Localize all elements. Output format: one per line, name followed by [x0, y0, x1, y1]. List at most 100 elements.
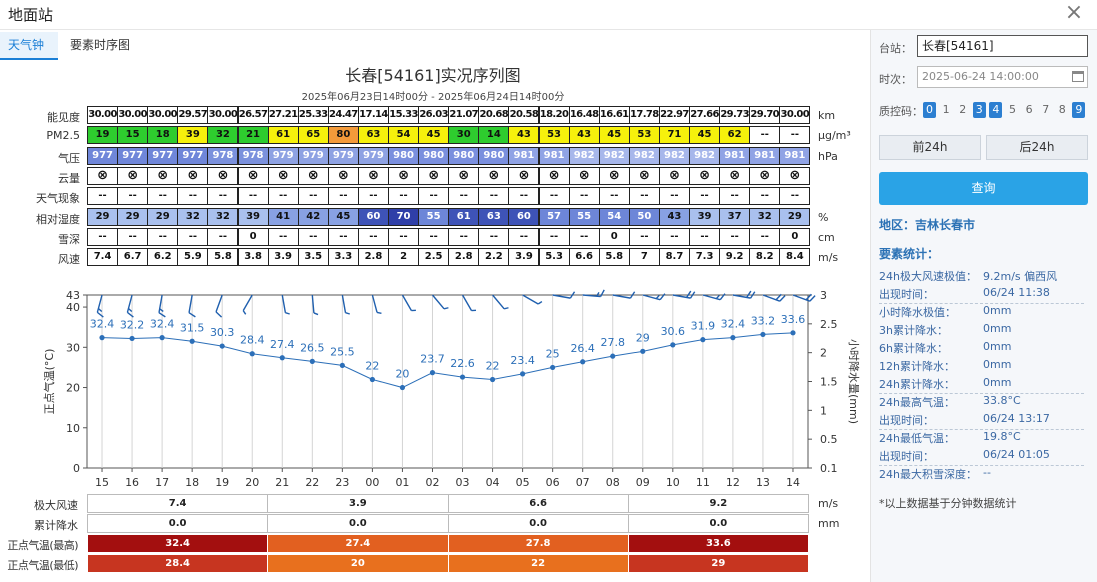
stat-value: 0mm: [983, 340, 1012, 353]
query-button[interactable]: 查询: [879, 172, 1088, 205]
temperature-point: [520, 371, 526, 377]
x-tick-label: 00: [365, 476, 379, 489]
tab-element-timeseries[interactable]: 要素时序图: [70, 38, 131, 52]
stat-separator: [879, 393, 1084, 394]
weather-cell: --: [147, 187, 179, 206]
weather-cell: --: [177, 187, 209, 206]
wind-barb: [401, 294, 416, 312]
close-icon[interactable]: ×: [1064, 0, 1084, 25]
temperature-data-label: 23.7: [420, 353, 445, 366]
snow-cell: 0: [779, 227, 811, 246]
temperature-data-label: 31.5: [180, 321, 205, 334]
stat-label: 3h累计降水：: [879, 324, 948, 337]
stat-label: 出现时间：: [879, 450, 934, 463]
stats-title: 要素统计：: [879, 247, 940, 261]
tab-weather-clock[interactable]: 天气钟: [0, 32, 58, 60]
snow-cell: --: [418, 227, 450, 246]
calendar-icon[interactable]: [1072, 71, 1084, 82]
weather-cell: --: [568, 187, 600, 206]
pressure-cell: 977: [117, 146, 149, 165]
station-input[interactable]: 长春[54161]: [917, 35, 1088, 57]
wind-cell: 7.3: [689, 248, 721, 267]
x-tick-label: 15: [95, 476, 109, 489]
wind-barb: [371, 294, 382, 314]
weather-cell: --: [418, 187, 450, 206]
y2-tick-label: 3: [820, 289, 827, 302]
cloud-cell: ⊗: [448, 166, 480, 185]
visibility-cell: 30.00: [87, 106, 119, 124]
wind-cell: 3.9: [508, 248, 540, 267]
stat-label: 24h最高气温：: [879, 396, 955, 409]
chart-subtitle: 2025年06月23日14时00分 - 2025年06月24日14时00分: [301, 92, 565, 103]
snow-cell: --: [689, 227, 721, 246]
pressure-cell: 981: [779, 146, 811, 165]
qc-code-7[interactable]: 7: [1042, 103, 1050, 116]
prev-24h-button[interactable]: 前24h: [879, 135, 981, 160]
window-title: 地面站: [8, 6, 54, 24]
qc-code-8[interactable]: 8: [1058, 103, 1066, 116]
visibility-cell: 20.58: [508, 106, 540, 124]
time-input[interactable]: 2025-06-24 14:00:00: [917, 66, 1088, 88]
wind-cell: 2.8: [448, 248, 480, 267]
wind-cell: 6.2: [147, 248, 179, 267]
qc-code-2[interactable]: 2: [959, 103, 967, 116]
weather-cell: --: [357, 187, 389, 206]
wind-barb: [158, 294, 166, 318]
weather-cell: --: [87, 187, 119, 206]
visibility-cell: 30.00: [207, 106, 239, 124]
qc-code-9[interactable]: 9: [1072, 102, 1086, 118]
snow-cell: --: [297, 227, 329, 246]
qc-code-5[interactable]: 5: [1009, 103, 1016, 116]
summary-cell: 0.0: [627, 514, 809, 533]
wind-barb: [126, 294, 134, 318]
row-unit-snow: cm: [818, 230, 835, 244]
wind-barb: [188, 294, 196, 318]
summary-cell: 3.9: [267, 494, 449, 513]
weather-cell: --: [689, 187, 721, 206]
humidity-cell: 45: [327, 207, 359, 226]
qc-code-1[interactable]: 1: [942, 103, 950, 116]
wind-cell: 5.9: [177, 248, 209, 267]
next-24h-button[interactable]: 后24h: [986, 135, 1088, 160]
y2-axis-title: 小时降水量(mm): [847, 339, 861, 424]
qc-code-6[interactable]: 6: [1025, 103, 1033, 116]
cloud-cell: ⊗: [658, 166, 690, 185]
temperature-point: [489, 376, 496, 383]
wind-cell: 6.7: [117, 248, 149, 267]
region-text: 地区：吉林长春市: [879, 218, 976, 232]
pm25-cell: 62: [719, 126, 751, 145]
stat-row: 24h累计降水： 0mm: [879, 376, 1091, 394]
y-tick-label: 40: [66, 301, 80, 314]
wind-cell: 2.8: [357, 248, 389, 267]
temperature-data-label: 23.4: [510, 354, 535, 367]
pm25-cell: 45: [689, 126, 721, 145]
row-label-cloud: 云量: [58, 171, 80, 185]
snow-cell: --: [628, 227, 660, 246]
pm25-cell: 45: [598, 126, 630, 145]
qc-code-4[interactable]: 4: [989, 102, 1003, 118]
row-unit-humidity: %: [818, 210, 829, 224]
humidity-cell: 41: [267, 207, 299, 226]
tab-bar: 天气钟 要素时序图: [0, 32, 870, 60]
wind-barb: [612, 291, 636, 299]
temperature-point: [279, 355, 285, 361]
qc-code-0[interactable]: 0: [923, 102, 936, 118]
summary-cell: 29: [627, 554, 809, 573]
visibility-cell: 21.07: [448, 106, 480, 124]
pm25-cell: 39: [177, 126, 209, 145]
pressure-cell: 981: [508, 146, 540, 165]
snow-cell: --: [658, 227, 690, 246]
y-axis-title: 正点气温(°C): [42, 349, 56, 415]
pm25-cell: 61: [267, 126, 299, 145]
humidity-cell: 60: [508, 207, 540, 226]
wind-barb: [672, 290, 696, 299]
pressure-cell: 979: [327, 146, 359, 165]
stat-row: 24h最高气温： 33.8°C: [879, 394, 1091, 412]
x-tick-label: 09: [636, 476, 650, 489]
cloud-cell: ⊗: [267, 166, 299, 185]
snow-cell: --: [749, 227, 781, 246]
pm25-cell: 71: [658, 126, 690, 145]
qc-code-3[interactable]: 3: [972, 102, 986, 118]
temperature-data-label: 30.3: [210, 326, 235, 339]
pressure-cell: 982: [628, 146, 660, 165]
